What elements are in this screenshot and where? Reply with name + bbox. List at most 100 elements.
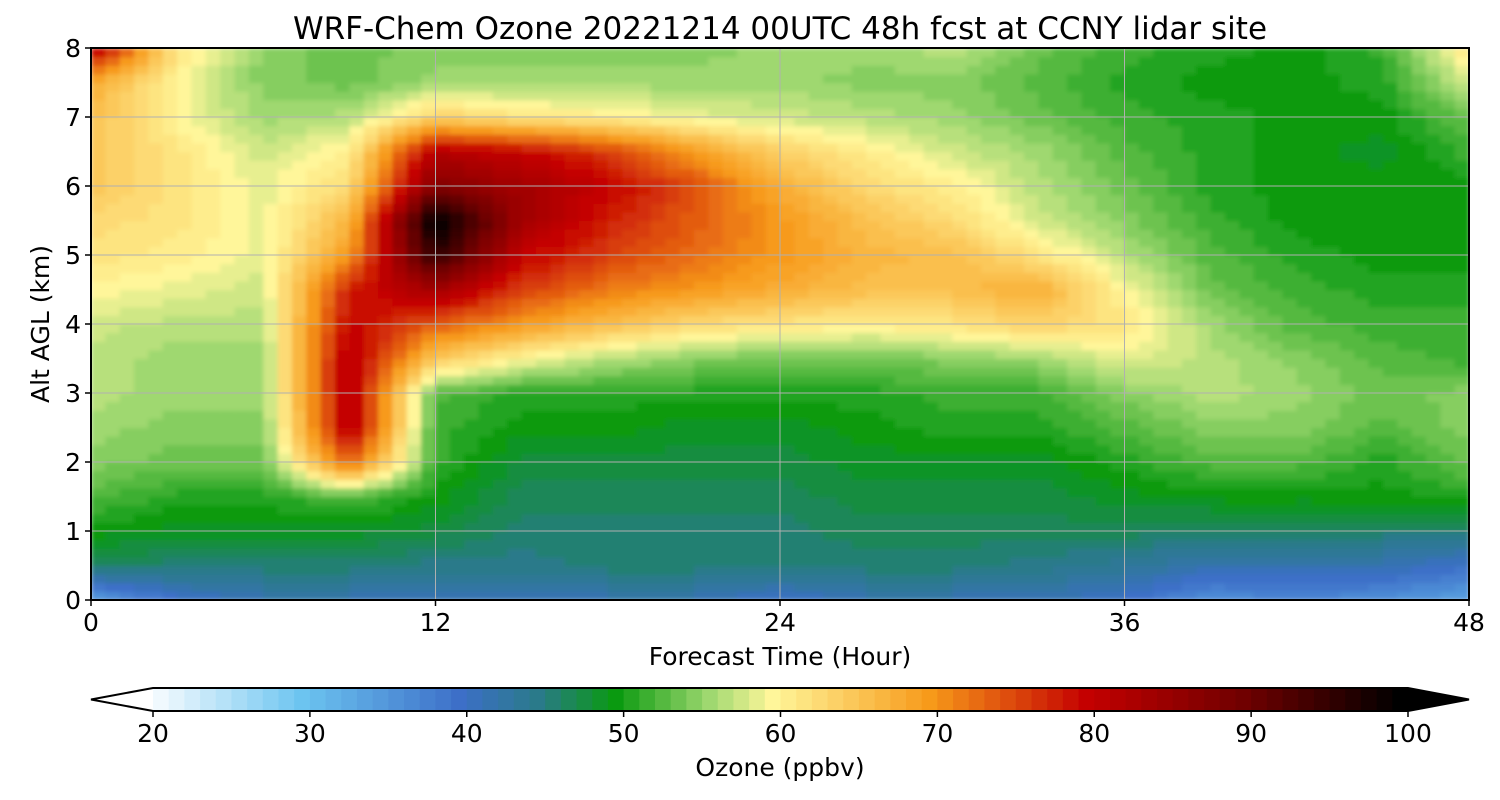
heatmap-cell: [1325, 410, 1341, 420]
heatmap-cell: [363, 427, 379, 437]
heatmap-cell: [952, 246, 968, 256]
heatmap-cell: [1296, 453, 1312, 463]
heatmap-cell: [535, 427, 551, 437]
heatmap-cell: [363, 203, 379, 213]
heatmap-cell: [535, 505, 551, 515]
heatmap-cell: [1397, 315, 1413, 325]
heatmap-cell: [909, 375, 925, 385]
heatmap-cell: [564, 324, 580, 334]
heatmap-cell: [320, 289, 336, 299]
heatmap-cell: [105, 324, 121, 334]
heatmap-cell: [478, 367, 494, 377]
heatmap-cell: [1052, 496, 1068, 506]
heatmap-cell: [162, 418, 178, 429]
heatmap-cell: [751, 574, 767, 584]
heatmap-cell: [1210, 237, 1226, 247]
heatmap-cell: [191, 298, 207, 308]
heatmap-cell: [722, 211, 738, 222]
heatmap-cell: [1368, 367, 1384, 377]
heatmap-cell: [1081, 505, 1097, 515]
heatmap-cell: [1210, 341, 1226, 351]
heatmap-cell: [220, 358, 236, 368]
heatmap-cell: [1052, 211, 1068, 222]
heatmap-cell: [708, 436, 724, 446]
heatmap-cell: [607, 427, 623, 437]
heatmap-cell: [1153, 565, 1169, 575]
heatmap-cell: [378, 272, 394, 282]
heatmap-cell: [823, 349, 839, 360]
heatmap-cell: [421, 168, 437, 178]
heatmap-cell: [923, 160, 939, 170]
heatmap-cell: [894, 513, 910, 523]
heatmap-cell: [1296, 272, 1312, 282]
heatmap-cell: [234, 513, 250, 523]
heatmap-cell: [1067, 548, 1083, 558]
heatmap-cell: [435, 531, 451, 541]
heatmap-cell: [579, 436, 594, 446]
heatmap-cell: [708, 255, 724, 265]
heatmap-cell: [1081, 246, 1097, 256]
heatmap-cell: [435, 349, 451, 360]
heatmap-cell: [449, 211, 465, 222]
heatmap-cell: [134, 462, 150, 472]
heatmap-cell: [277, 168, 293, 178]
heatmap-cell: [320, 427, 336, 437]
heatmap-cell: [1153, 548, 1169, 558]
heatmap-cell: [1411, 427, 1427, 437]
heatmap-cell: [1282, 246, 1298, 256]
heatmap-cell: [521, 418, 537, 429]
heatmap-cell: [1081, 324, 1097, 334]
heatmap-cell: [765, 591, 781, 600]
heatmap-cell: [1411, 548, 1427, 558]
heatmap-cell: [148, 332, 164, 342]
heatmap-cell: [722, 349, 738, 360]
heatmap-cell: [1425, 160, 1441, 170]
heatmap-cell: [837, 384, 853, 394]
heatmap-cell: [220, 186, 236, 196]
heatmap-cell: [1052, 436, 1068, 446]
heatmap-cell: [765, 194, 781, 204]
heatmap-cell: [507, 298, 523, 308]
heatmap-cell: [1239, 168, 1255, 178]
heatmap-cell: [1196, 177, 1212, 187]
heatmap-cell: [736, 574, 752, 584]
heatmap-cell: [177, 522, 193, 532]
heatmap-cell: [622, 384, 638, 394]
heatmap-cell: [866, 531, 882, 541]
heatmap-cell: [693, 160, 709, 170]
heatmap-cell: [1167, 367, 1183, 377]
heatmap-cell: [492, 522, 508, 532]
heatmap-cell: [693, 505, 709, 515]
heatmap-cell: [1153, 367, 1169, 377]
heatmap-cell: [765, 513, 781, 523]
heatmap-cell: [1167, 168, 1183, 178]
heatmap-cell: [421, 203, 437, 213]
heatmap-cell: [177, 272, 193, 282]
heatmap-cell: [1181, 229, 1197, 239]
heatmap-cell: [794, 220, 810, 230]
heatmap-cell: [507, 186, 523, 196]
heatmap-cell: [1311, 324, 1327, 334]
heatmap-cell: [105, 306, 121, 316]
heatmap-cell: [363, 160, 379, 170]
heatmap-cell: [952, 220, 968, 230]
heatmap-cell: [1067, 263, 1083, 273]
heatmap-cell: [636, 591, 652, 600]
heatmap-cell: [636, 358, 652, 368]
heatmap-cell: [780, 315, 795, 325]
heatmap-cell: [205, 255, 221, 265]
heatmap-cell: [1368, 410, 1384, 420]
heatmap-cell: [1167, 462, 1183, 472]
heatmap-cell: [1268, 220, 1283, 230]
heatmap-cell: [579, 341, 594, 351]
heatmap-cell: [794, 298, 810, 308]
heatmap-cell: [894, 194, 910, 204]
heatmap-cell: [363, 341, 379, 351]
heatmap-cell: [191, 220, 207, 230]
heatmap-cell: [622, 496, 638, 506]
heatmap-cell: [406, 358, 422, 368]
heatmap-cell: [263, 444, 279, 454]
heatmap-cell: [665, 272, 681, 282]
heatmap-cell: [995, 531, 1011, 541]
heatmap-cell: [449, 298, 465, 308]
